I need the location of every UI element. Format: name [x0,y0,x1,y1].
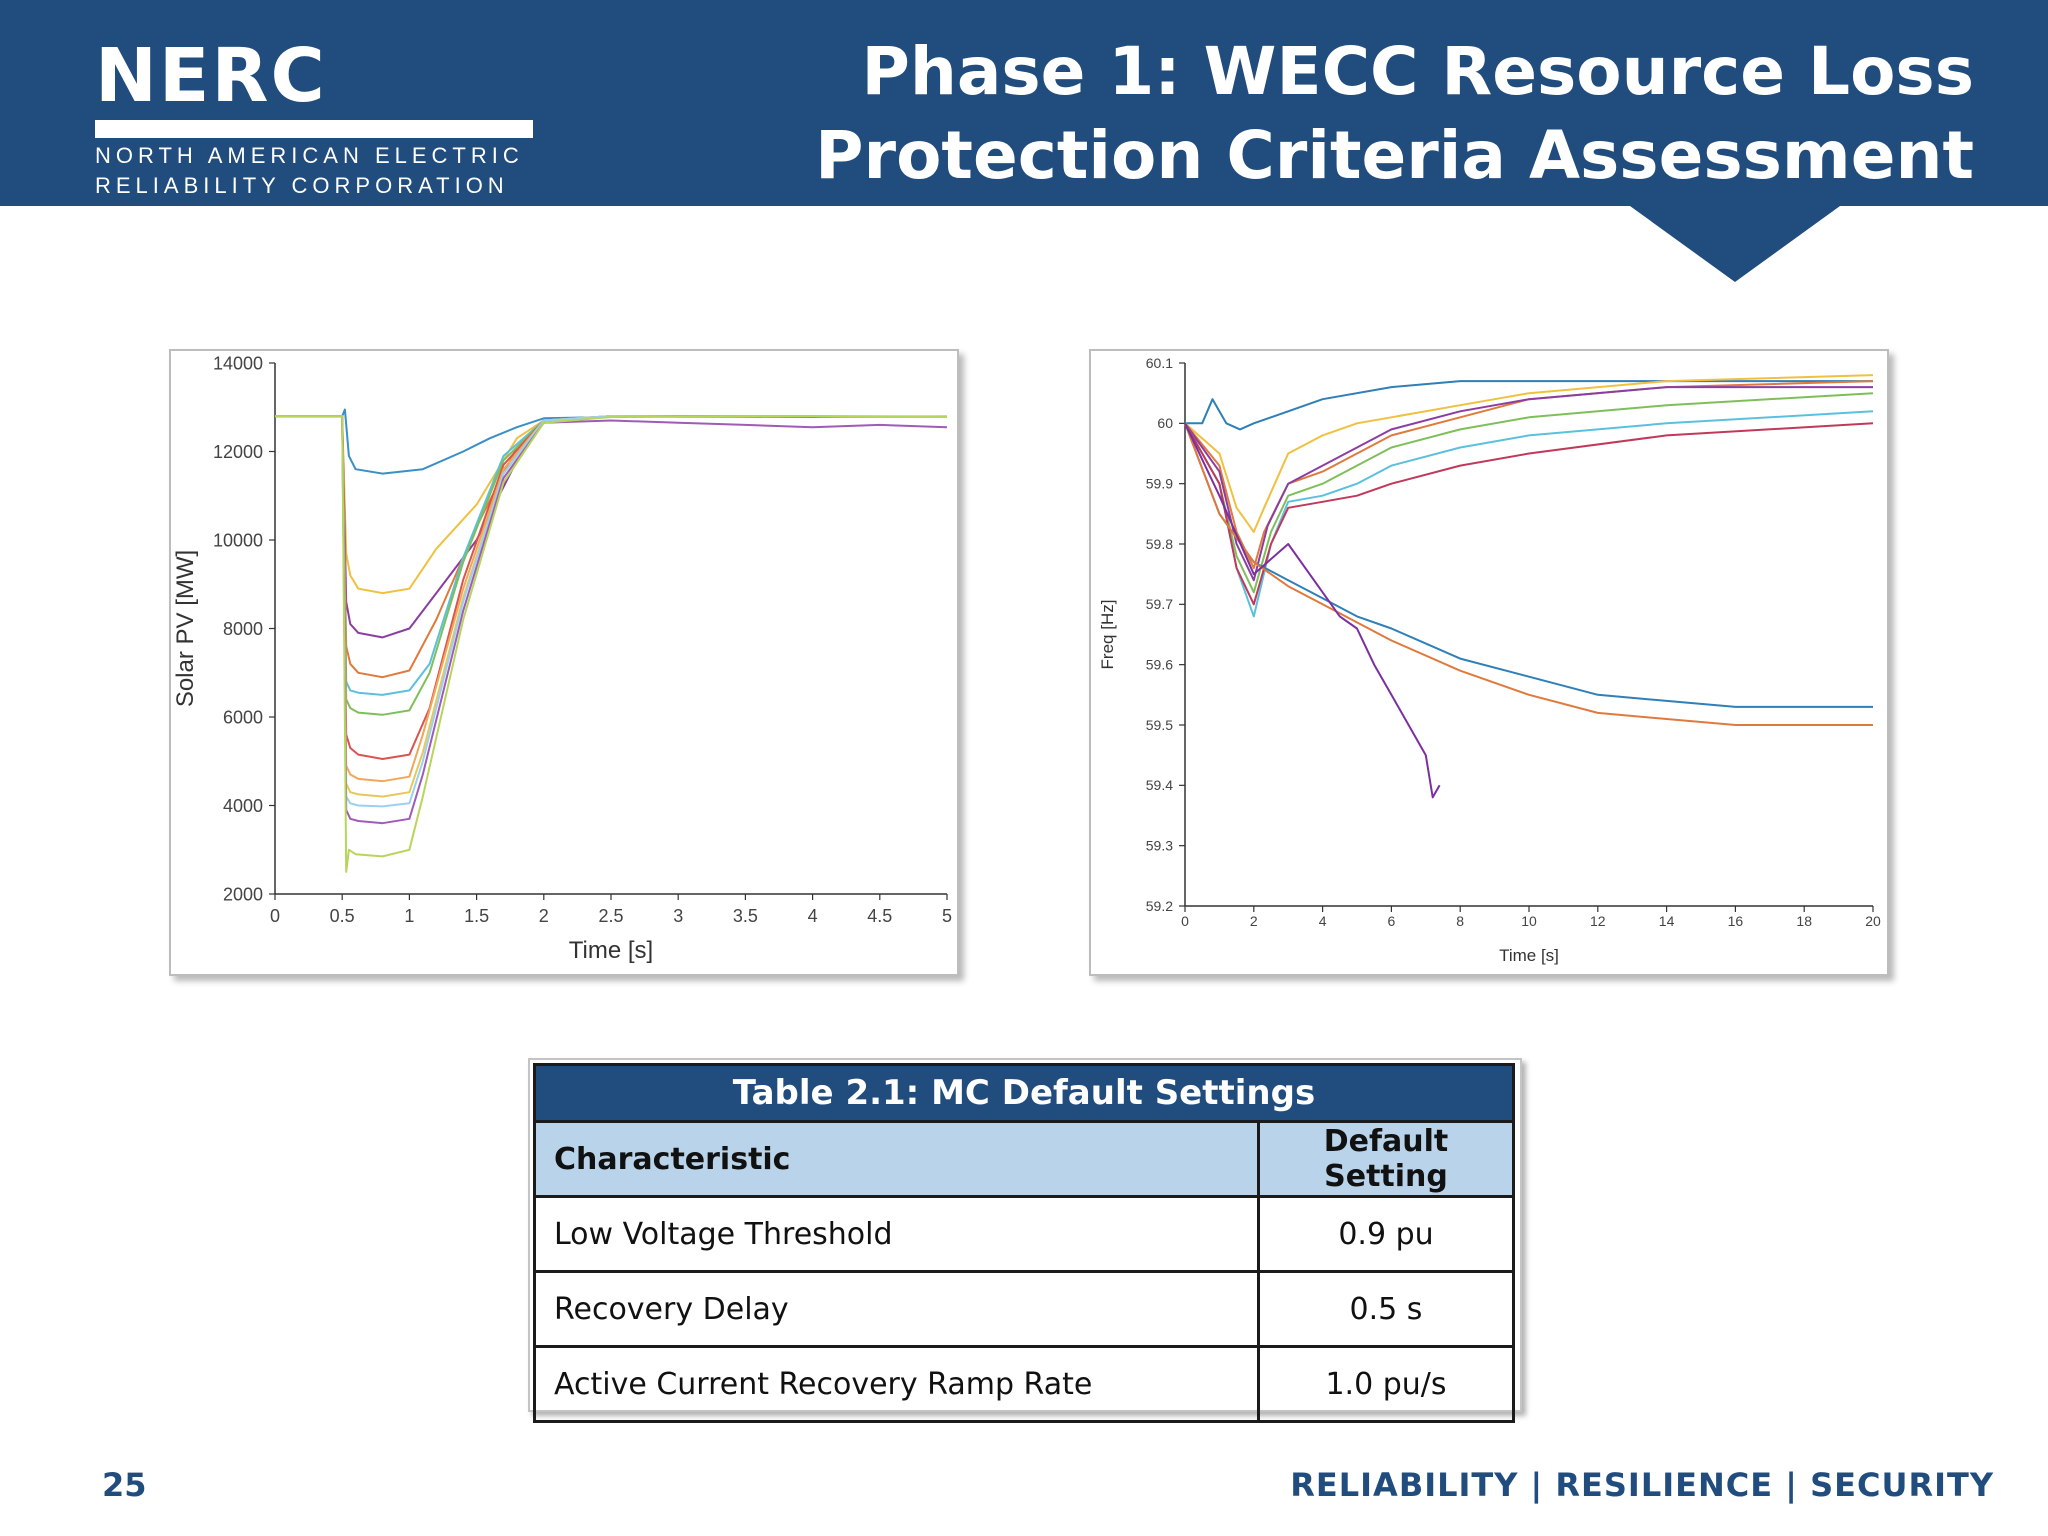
x-axis-label: Time [s] [569,937,653,964]
header-pointer [1630,206,1840,282]
cell-characteristic: Active Current Recovery Ramp Rate [533,1345,1260,1423]
series-line [275,415,948,783]
y-tick-label: 59.9 [1146,476,1173,492]
table-caption: Table 2.1: MC Default Settings [533,1063,1515,1123]
series-line [1184,422,1441,799]
logo-wordmark: NERC [95,33,327,119]
series-line [1184,386,1873,582]
x-tick-label: 2.5 [598,906,623,926]
series-line [275,415,948,696]
x-tick-label: 14 [1659,913,1675,929]
series-line [1184,380,1874,570]
series-line [275,415,948,873]
y-tick-label: 12000 [213,442,263,462]
table-row: Active Current Recovery Ramp Rate 1.0 pu… [533,1345,1515,1423]
series-line [275,415,948,825]
logo-subtitle-line1: NORTH AMERICAN ELECTRIC [95,143,524,168]
table-header-row: Characteristic Default Setting [533,1120,1515,1198]
y-tick-label: 4000 [223,796,263,816]
footer-tagline: RELIABILITY | RESILIENCE | SECURITY [1290,1466,1994,1504]
y-tick-label: 59.3 [1146,838,1173,854]
series-line [275,415,948,716]
header-bar: NERC NORTH AMERICAN ELECTRIC RELIABILITY… [0,0,2048,206]
x-tick-label: 1.5 [464,906,489,926]
x-tick-label: 2 [539,906,549,926]
cell-characteristic: Low Voltage Threshold [533,1195,1260,1273]
y-axis-label: Solar PV [MW] [172,550,199,707]
column-header-default-setting: Default Setting [1257,1120,1515,1198]
y-tick-label: 59.6 [1146,657,1173,673]
y-tick-label: 14000 [213,353,263,373]
y-tick-label: 59.8 [1146,536,1173,552]
y-tick-label: 59.2 [1146,898,1173,914]
x-tick-label: 8 [1456,913,1464,929]
x-tick-label: 0 [270,906,280,926]
y-tick-label: 60 [1157,415,1173,431]
mc-default-settings-table: Table 2.1: MC Default Settings Character… [528,1058,1522,1423]
y-tick-label: 2000 [223,884,263,904]
table-row: Recovery Delay 0.5 s [533,1270,1515,1348]
series-line [1184,422,1874,606]
x-tick-label: 0 [1181,913,1189,929]
cell-default-setting: 0.9 pu [1257,1195,1515,1273]
x-tick-label: 18 [1796,913,1812,929]
series-line [275,415,948,760]
slide-title-line2: Protection Criteria Assessment [815,117,1974,194]
y-tick-label: 8000 [223,619,263,639]
x-tick-label: 10 [1521,913,1537,929]
y-tick-label: 10000 [213,530,263,550]
settings-table: Table 2.1: MC Default Settings Character… [533,1063,1515,1423]
x-tick-label: 4 [1319,913,1327,929]
slide-title: Phase 1: WECC Resource Loss Protection C… [815,30,1974,198]
series-line [275,415,948,679]
x-tick-label: 3 [673,906,683,926]
x-tick-label: 1 [404,906,414,926]
y-tick-label: 60.1 [1146,355,1173,371]
logo-subtitle-line2: RELIABILITY CORPORATION [95,173,509,198]
cell-default-setting: 0.5 s [1257,1270,1515,1348]
series-line [275,415,948,808]
cell-characteristic: Recovery Delay [533,1270,1260,1348]
solar-pv-chart-svg: 0 0.5 1 1.5 2 2.5 3 3.5 4 4.5 5 2000 4000 6000 8000 100… [172,353,952,964]
y-tick-label: 59.4 [1146,777,1173,793]
y-tick-label: 6000 [223,707,263,727]
y-tick-label: 59.7 [1146,596,1173,612]
x-tick-label: 3.5 [733,906,758,926]
x-axis-label: Time [s] [1499,946,1559,965]
series-line [1184,374,1874,533]
series-line [275,415,947,639]
nerc-logo: NERC NORTH AMERICAN ELECTRIC RELIABILITY… [95,36,533,198]
frequency-chart-svg: 0 2 4 6 8 10 12 14 16 18 20 59.2 59.3 59.4 59.5 59.6 59.… [1098,355,1881,965]
series-line [1184,392,1874,594]
x-tick-label: 2 [1250,913,1258,929]
series-line [1184,422,1873,708]
x-tick-label: 12 [1590,913,1606,929]
y-axis-label: Freq [Hz] [1098,600,1117,670]
solar-pv-chart: 0 0.5 1 1.5 2 2.5 3 3.5 4 4.5 5 2000 4000 6000 8000 100… [169,349,959,976]
cell-default-setting: 1.0 pu/s [1257,1345,1515,1423]
x-tick-label: 0.5 [330,906,355,926]
x-tick-label: 16 [1728,913,1744,929]
table-row: Low Voltage Threshold 0.9 pu [533,1195,1515,1273]
series-line [1184,422,1873,726]
frequency-chart: 0 2 4 6 8 10 12 14 16 18 20 59.2 59.3 59.4 59.5 59.6 59.… [1089,349,1889,976]
x-tick-label: 5 [942,906,952,926]
slide-title-line1: Phase 1: WECC Resource Loss [861,33,1974,110]
column-header-characteristic: Characteristic [533,1120,1260,1198]
page-number: 25 [102,1466,147,1504]
y-tick-label: 59.5 [1146,717,1173,733]
series-line [275,415,948,595]
x-tick-label: 4 [808,906,818,926]
series-line [275,408,947,475]
logo-rule [95,120,533,138]
x-tick-label: 20 [1865,913,1881,929]
x-tick-label: 4.5 [867,906,892,926]
series-line [1185,380,1873,431]
x-tick-label: 6 [1388,913,1396,929]
